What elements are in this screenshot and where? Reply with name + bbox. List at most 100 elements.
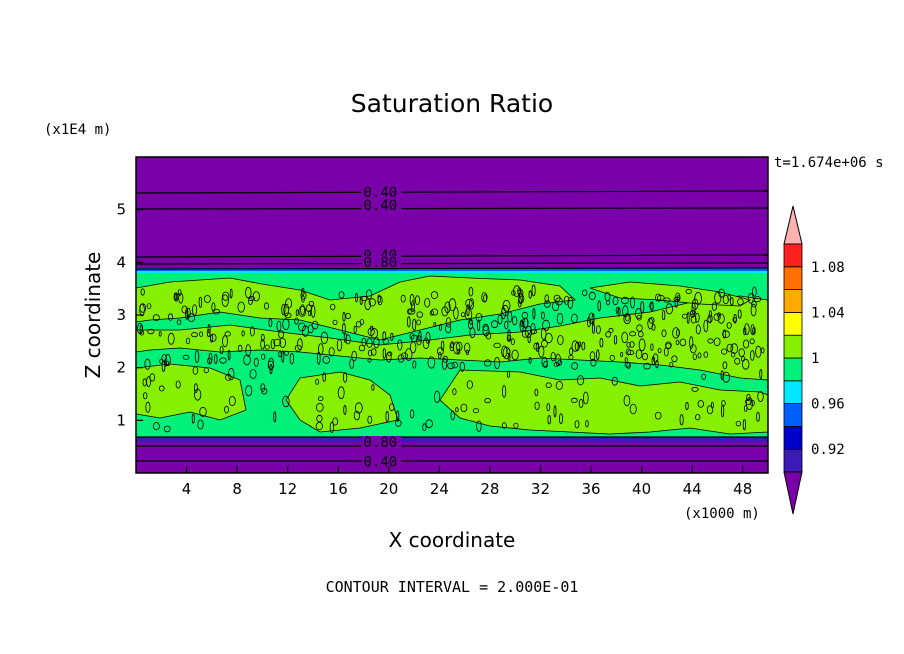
contour-speckle	[694, 312, 700, 323]
contour-speckle	[546, 402, 551, 412]
contour-speckle	[332, 417, 339, 426]
contour-speckle	[315, 378, 320, 385]
contour-speckle	[650, 301, 654, 312]
contour-speckle	[146, 376, 152, 388]
contour-speckle	[714, 291, 722, 304]
contour-speckle	[493, 342, 501, 349]
x-tick-label: 4	[182, 480, 192, 498]
contour-speckle	[353, 325, 357, 334]
contour-speckle	[690, 315, 697, 324]
contour-speckle	[451, 361, 459, 369]
contour-speckle	[626, 342, 631, 348]
contour-speckle	[689, 336, 694, 349]
contour-speckle	[720, 370, 724, 381]
x-tick-label: 24	[430, 480, 449, 498]
contour-speckle	[527, 332, 531, 344]
contour-speckle	[174, 292, 179, 302]
contour-speckle	[158, 330, 162, 337]
contour-speckle	[629, 341, 635, 348]
contour-speckle	[397, 339, 403, 351]
x-tick-label: 36	[581, 480, 600, 498]
contour-speckle	[441, 357, 448, 370]
contour-speckle	[734, 357, 741, 365]
contour-speckle	[429, 310, 434, 316]
contour-speckle	[722, 371, 730, 383]
contour-speckle	[596, 325, 601, 335]
contour-speckle	[606, 300, 611, 306]
top-blue-band	[136, 268, 768, 271]
contour-speckle	[210, 334, 214, 343]
contour-speckle	[529, 329, 538, 335]
contour-speckle	[476, 319, 481, 332]
colorbar-swatch	[783, 448, 803, 473]
contour-speckle	[197, 419, 204, 430]
colorbar-swatch	[783, 403, 803, 427]
contour-speckle	[355, 321, 362, 328]
contour-speckle	[557, 335, 564, 346]
contour-speckle	[567, 296, 574, 309]
contour-speckle	[531, 284, 536, 297]
contour-speckle	[676, 328, 681, 337]
contour-label-bg	[361, 255, 402, 268]
contour-speckle	[353, 410, 360, 421]
contour-speckle	[679, 414, 684, 426]
x-axis-label: X coordinate	[389, 528, 516, 552]
contour-speckle	[281, 350, 285, 363]
colorbar-swatch	[783, 266, 803, 290]
contour-speckle	[681, 313, 688, 319]
contour-speckle	[283, 303, 290, 317]
contour-speckle	[630, 296, 635, 309]
contour-speckle	[181, 305, 188, 314]
contour-speckle	[556, 313, 564, 325]
contour-speckle	[315, 402, 324, 412]
contour-speckle	[760, 347, 765, 354]
contour-speckle	[647, 317, 654, 330]
contour-speckle	[308, 300, 314, 307]
contour-speckle	[332, 319, 338, 326]
contour-speckle	[568, 354, 574, 360]
contour-speckle	[751, 301, 757, 308]
contour-speckle	[757, 391, 764, 402]
contour-speckle	[502, 346, 511, 360]
contour-speckle	[186, 307, 191, 319]
contour-speckle	[245, 286, 252, 299]
contour-speckle	[468, 298, 474, 310]
contour-speckle	[612, 296, 619, 306]
chart-title: Saturation Ratio	[351, 89, 553, 118]
contour-speckle	[481, 292, 488, 303]
contour-speckle	[270, 339, 276, 350]
contour-speckle	[253, 357, 259, 367]
contour-speckle	[533, 342, 539, 350]
contour-speckle	[453, 341, 461, 355]
contour-speckle	[685, 288, 692, 295]
contour-speckle	[320, 331, 329, 345]
contour-speckle	[582, 289, 588, 297]
contour-speckle	[425, 419, 433, 429]
contour-speckle	[626, 362, 631, 369]
contour-speckle	[289, 352, 294, 365]
contour-speckle	[385, 351, 392, 363]
contour-speckle	[469, 318, 473, 325]
contour-speckle	[295, 309, 299, 317]
contour-speckle	[540, 327, 547, 340]
y-tick-label: 5	[116, 201, 126, 219]
contour-speckle	[243, 354, 251, 366]
contour-speckle	[569, 347, 574, 356]
contour-speckle	[468, 286, 474, 297]
contour-speckle	[654, 411, 662, 420]
contour-speckle	[543, 300, 551, 308]
contour-speckle	[191, 332, 198, 338]
contour-speckle	[588, 291, 596, 300]
contour-speckle	[307, 310, 311, 317]
contour-speckle	[273, 411, 277, 423]
colorbar-top-arrow	[783, 205, 803, 245]
contour-speckle	[444, 301, 451, 314]
contour-speckle	[167, 313, 174, 321]
contour-speckle	[345, 312, 351, 320]
contour-speckle	[182, 354, 190, 360]
contour-speckle	[553, 294, 561, 302]
contour-speckle	[342, 311, 346, 322]
contour-speckle	[640, 301, 645, 314]
x-tick-label: 8	[232, 480, 242, 498]
x-tick-label: 20	[379, 480, 398, 498]
